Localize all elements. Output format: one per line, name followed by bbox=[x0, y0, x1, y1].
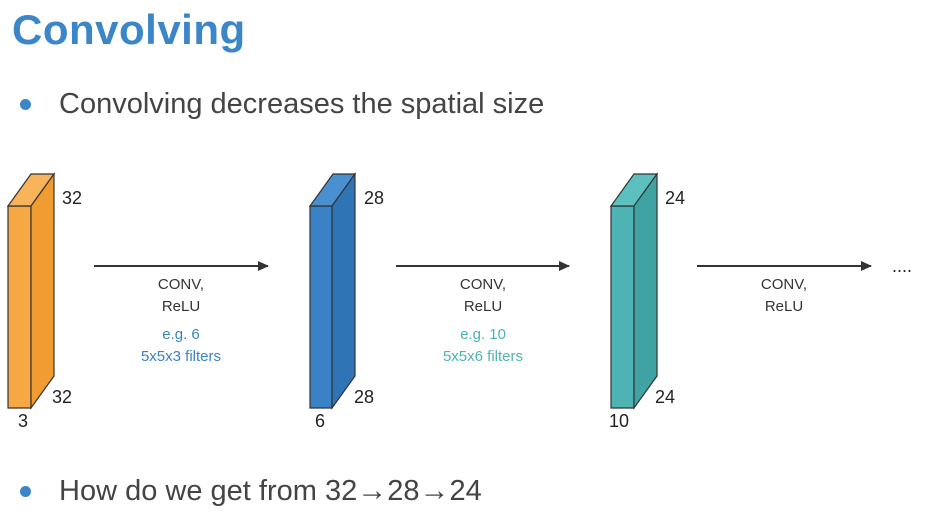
question-step-3: 24 bbox=[449, 474, 482, 507]
volume-conv2-front bbox=[610, 205, 635, 409]
volume-conv1: 28 28 6 bbox=[308, 172, 384, 431]
bullet-dot-icon bbox=[20, 485, 31, 497]
volume-conv2-depth-label: 10 bbox=[609, 411, 629, 431]
continuation-ellipsis: .... bbox=[892, 256, 912, 276]
volume-input-side bbox=[30, 172, 55, 410]
op-2-label-1: CONV, bbox=[460, 276, 506, 293]
volume-conv1-front bbox=[309, 205, 333, 409]
volume-conv1-height-label: 28 bbox=[364, 188, 384, 208]
op-2-note-1: e.g. 10 bbox=[460, 326, 506, 343]
volume-input-front bbox=[7, 205, 32, 409]
volume-conv2-width-label: 24 bbox=[655, 387, 675, 407]
bullet-dot-icon bbox=[20, 99, 31, 110]
op-1-note-1: e.g. 6 bbox=[162, 326, 200, 343]
op-2-note-2: 5x5x6 filters bbox=[443, 348, 523, 365]
volume-conv1-width-label: 28 bbox=[354, 387, 374, 407]
op-2-label-2: ReLU bbox=[464, 298, 502, 315]
volume-input-depth-label: 3 bbox=[18, 411, 28, 431]
question-step-1: 32 bbox=[324, 474, 358, 507]
op-1-note-2: 5x5x3 filters bbox=[141, 348, 221, 365]
op-1-label-1: CONV, bbox=[158, 276, 204, 293]
bullet-question: How do we get from 32 → 28 → 24 bbox=[20, 474, 482, 508]
volume-conv2: 24 24 10 bbox=[609, 172, 685, 431]
op-1: CONV, ReLU e.g. 6 5x5x3 filters bbox=[94, 261, 269, 365]
volume-conv1-side bbox=[331, 172, 356, 410]
volume-input-width-label: 32 bbox=[52, 387, 72, 407]
op-2: CONV, ReLU e.g. 10 5x5x6 filters bbox=[396, 261, 570, 365]
slide-title: Convolving bbox=[12, 6, 246, 53]
volume-conv2-height-label: 24 bbox=[665, 188, 685, 208]
volume-conv2-side bbox=[633, 172, 658, 410]
question-step-2: 28 bbox=[387, 474, 420, 507]
op-3: CONV, ReLU bbox=[697, 261, 872, 315]
op-3-label-2: ReLU bbox=[765, 298, 803, 315]
right-arrow-icon: → bbox=[357, 474, 388, 507]
volume-input-height-label: 32 bbox=[62, 188, 82, 208]
volume-input: 32 32 3 bbox=[6, 172, 82, 431]
op-1-label-2: ReLU bbox=[162, 298, 200, 315]
volume-conv1-depth-label: 6 bbox=[315, 411, 325, 431]
bullet-spatial-size: Convolving decreases the spatial size bbox=[20, 88, 544, 121]
bullet-text: Convolving decreases the spatial size bbox=[59, 88, 545, 120]
question-prefix: How do we get from bbox=[59, 474, 317, 507]
right-arrow-icon: → bbox=[419, 474, 450, 507]
op-3-label-1: CONV, bbox=[761, 276, 807, 293]
